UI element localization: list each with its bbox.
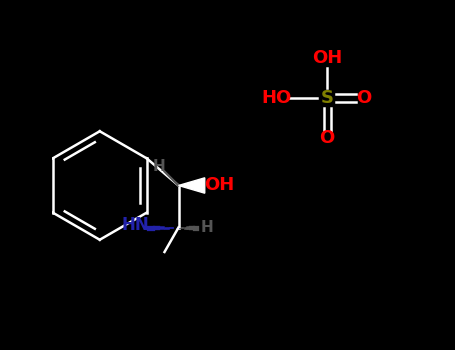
Text: HN: HN (122, 216, 150, 235)
Text: HO: HO (261, 89, 292, 107)
Text: S: S (321, 89, 334, 107)
Text: O: O (356, 89, 372, 107)
Text: H: H (153, 159, 166, 174)
Polygon shape (178, 178, 205, 193)
Text: OH: OH (204, 176, 235, 194)
Text: O: O (319, 129, 335, 147)
Text: OH: OH (312, 49, 342, 67)
Text: H: H (200, 220, 213, 235)
